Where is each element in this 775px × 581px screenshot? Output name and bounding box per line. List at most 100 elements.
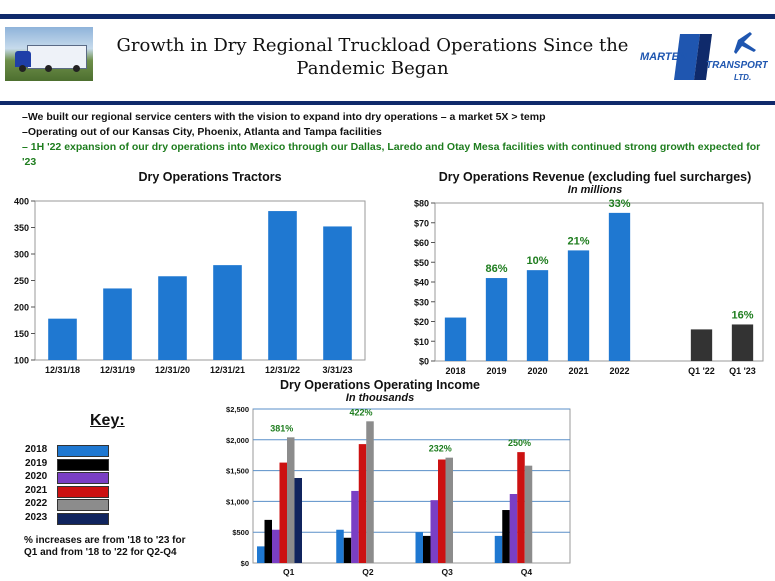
y-tick-label: $60 (414, 238, 429, 248)
y-tick-label: 300 (14, 250, 29, 260)
x-tick-label: 12/31/18 (45, 365, 80, 375)
bar (257, 546, 265, 563)
bar (336, 529, 344, 563)
x-tick-label: 12/31/22 (265, 365, 300, 375)
x-tick-label: Q1 (283, 567, 295, 577)
truck-photo (5, 27, 93, 81)
bar (438, 459, 446, 563)
key-item: 2022 (25, 498, 109, 511)
bar-annotation: 381% (270, 423, 293, 433)
bar (343, 537, 352, 563)
key-item: 2023 (25, 512, 109, 525)
revenue-chart-title: Dry Operations Revenue (excluding fuel s… (438, 170, 752, 184)
x-tick-label: 2021 (568, 366, 588, 376)
x-tick-label: Q4 (521, 567, 533, 577)
x-tick-label: 2020 (527, 366, 547, 376)
y-tick-label: $2,500 (226, 405, 249, 414)
bar-annotation: 33% (608, 198, 630, 210)
bullet-item: –We built our regional service centers w… (22, 111, 546, 123)
y-tick-label: 150 (14, 329, 29, 339)
y-tick-label: $2,000 (226, 436, 249, 445)
logo-text-3: LTD. (734, 73, 751, 82)
bar (358, 444, 367, 563)
key-item: 2020 (25, 471, 109, 484)
bar (351, 490, 359, 563)
page-title: Growth in Dry Regional Truckload Operati… (116, 35, 629, 79)
x-tick-label: 12/31/20 (155, 365, 190, 375)
bar (608, 212, 631, 361)
y-tick-label: 100 (14, 356, 29, 366)
y-tick-label: $1,500 (226, 467, 249, 476)
y-tick-label: $1,000 (226, 497, 249, 506)
bullet-item-highlight: – 1H '22 expansion of our dry operations… (22, 141, 761, 168)
key-swatch (57, 472, 109, 484)
bar (444, 317, 467, 361)
key-swatch (57, 485, 109, 498)
tractor-cab-shape (15, 51, 31, 67)
y-tick-label: 400 (14, 197, 29, 207)
bar (268, 211, 297, 360)
bar (485, 278, 508, 361)
revenue-chart-subtitle: In millions (567, 184, 623, 196)
bar (731, 324, 754, 361)
y-tick-label: $70 (414, 218, 429, 228)
y-tick-label: $500 (232, 528, 249, 537)
bar (264, 519, 272, 563)
bar (567, 250, 590, 361)
bar (430, 500, 438, 563)
bar (103, 288, 132, 360)
key-item-label: 2019 (25, 457, 48, 469)
y-tick-label: $80 (414, 199, 429, 209)
key-item: 2021 (25, 484, 109, 498)
x-tick-label: 2019 (486, 366, 506, 376)
bar (494, 535, 503, 563)
y-tick-label: 250 (14, 276, 29, 286)
bar (415, 532, 423, 563)
wheel-shape (73, 65, 80, 72)
y-tick-label: $30 (414, 297, 429, 307)
bar-annotation: 10% (526, 255, 548, 267)
key-item-label: 2022 (25, 498, 48, 509)
key-item-label: 2020 (25, 471, 48, 482)
logo-text-1: MARTEN (640, 51, 688, 63)
header-top-rule (0, 14, 775, 19)
y-tick-label: $0 (241, 559, 249, 568)
plot-area (434, 202, 764, 362)
bar-annotation: 16% (731, 309, 753, 321)
company-logo: MARTEN TRANSPORT LTD. (640, 32, 768, 82)
bar (213, 265, 242, 360)
key-item: 2018 (25, 444, 109, 457)
bar (294, 477, 302, 563)
y-tick-label: $0 (419, 357, 429, 367)
income-chart: $0 $500 $1,000 $1,500 $2,000 $2,500 Q1 381% Q2 42… (226, 405, 571, 577)
bar (502, 510, 510, 563)
bar (366, 421, 374, 563)
trailer-shape (27, 45, 87, 69)
bar (323, 226, 352, 360)
key-title: Key: (90, 412, 125, 429)
key-item: 2019 (25, 457, 109, 471)
x-tick-label: 3/31/23 (322, 365, 352, 375)
bar (287, 437, 295, 563)
x-tick-label: 12/31/19 (100, 365, 135, 375)
x-tick-label: Q2 (362, 567, 374, 577)
income-chart-title: Dry Operations Operating Income (279, 378, 481, 392)
y-tick-label: $20 (414, 317, 429, 327)
key-item-label: 2018 (25, 444, 48, 455)
header-bottom-rule (0, 101, 775, 105)
bar (279, 462, 287, 563)
key-swatch (57, 445, 109, 457)
key-item-label: 2021 (25, 484, 48, 496)
logo-text-2: TRANSPORT (706, 60, 768, 71)
bar-annotation: 422% (349, 407, 372, 417)
y-tick-label: 200 (14, 303, 29, 313)
bar-annotation: 232% (429, 444, 452, 454)
y-tick-label: $10 (414, 337, 429, 347)
bar (48, 318, 77, 360)
bar (690, 329, 713, 361)
key-swatch (57, 458, 109, 471)
tractors-chart-title: Dry Operations Tractors (138, 170, 282, 184)
airplane-icon (734, 32, 756, 54)
x-tick-label: Q1 '22 (688, 366, 715, 376)
y-tick-label: $50 (414, 258, 429, 268)
